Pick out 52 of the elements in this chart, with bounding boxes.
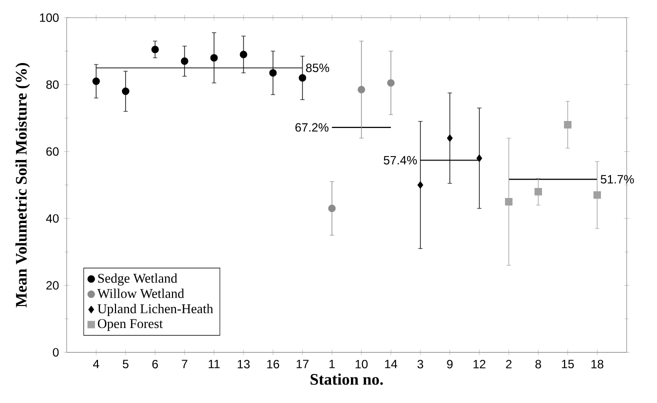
x-tick-label: 18 bbox=[591, 360, 604, 368]
point bbox=[476, 154, 482, 162]
x-tick-label: 10 bbox=[356, 360, 368, 368]
x-tick-label: 4 bbox=[93, 360, 100, 368]
point bbox=[180, 57, 188, 65]
x-tick-label: 2 bbox=[506, 360, 512, 368]
x-tick-label: 14 bbox=[385, 360, 398, 368]
point bbox=[122, 88, 130, 96]
y-tick-label: 100 bbox=[40, 13, 59, 22]
annotation: 85% bbox=[306, 64, 330, 72]
legend-label: Sedge Wetland bbox=[98, 273, 178, 286]
point bbox=[210, 54, 218, 62]
legend-label: Upland Lichen-Heath bbox=[98, 304, 214, 316]
y-tick-label: 80 bbox=[46, 80, 59, 89]
x-tick-label: 9 bbox=[447, 360, 453, 368]
x-tick-label: 11 bbox=[208, 360, 220, 368]
point bbox=[269, 69, 277, 77]
x-tick-label: 13 bbox=[238, 360, 250, 368]
legend-label: Open Forest bbox=[98, 319, 163, 331]
x-axis-title: Station no. bbox=[310, 374, 383, 385]
point bbox=[446, 134, 453, 142]
point bbox=[505, 198, 513, 206]
point bbox=[534, 188, 542, 196]
point bbox=[358, 86, 366, 94]
x-tick-label: 12 bbox=[474, 360, 486, 368]
point bbox=[240, 50, 248, 58]
x-tick-label: 8 bbox=[535, 360, 542, 368]
y-tick-label: 0 bbox=[52, 348, 59, 357]
y-tick-label: 60 bbox=[46, 147, 59, 156]
point bbox=[92, 78, 100, 85]
point bbox=[564, 121, 572, 128]
x-tick-label: 15 bbox=[562, 360, 574, 368]
y-axis-title: Mean Volumetric Soil Moisture (%) bbox=[15, 63, 30, 308]
x-tick-label: 1 bbox=[330, 360, 335, 368]
point bbox=[298, 74, 306, 82]
annotation: 67.2% bbox=[295, 123, 328, 132]
x-tick-label: 7 bbox=[182, 360, 188, 368]
x-tick-label: 6 bbox=[152, 360, 158, 368]
point bbox=[387, 79, 395, 87]
point bbox=[417, 181, 424, 189]
point bbox=[328, 204, 336, 212]
annotation: 51.7% bbox=[600, 175, 634, 184]
point bbox=[151, 46, 159, 54]
y-tick-label: 20 bbox=[46, 281, 59, 290]
legend-label: Willow Wetland bbox=[97, 288, 184, 298]
y-tick-label: 40 bbox=[46, 214, 59, 223]
annotation: 57.4% bbox=[384, 156, 417, 164]
x-tick-label: 3 bbox=[417, 360, 424, 368]
x-tick-label: 17 bbox=[296, 360, 309, 368]
point bbox=[593, 191, 601, 199]
x-tick-label: 16 bbox=[267, 360, 280, 368]
x-tick-label: 5 bbox=[122, 360, 128, 368]
